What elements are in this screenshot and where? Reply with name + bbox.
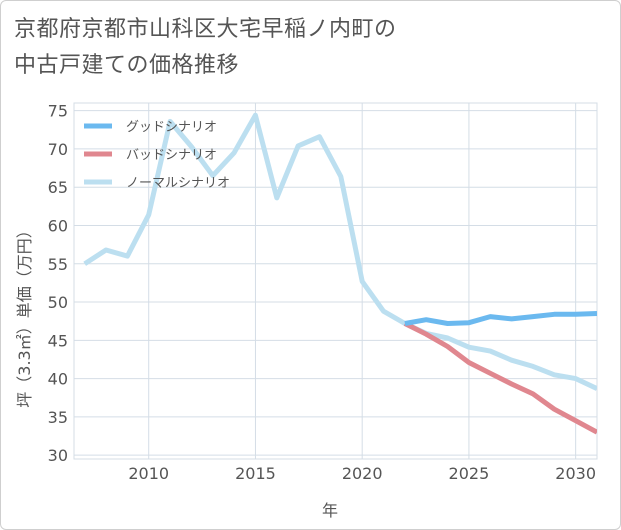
y-tick-label: 50 xyxy=(48,293,68,312)
legend-label-bad: バッドシナリオ xyxy=(126,148,217,163)
series-line-good xyxy=(404,311,597,326)
y-axis-label-box: 坪（3.3㎡）単価（万円） xyxy=(6,215,40,415)
series-line-normal xyxy=(83,112,597,391)
legend-label-normal: ノーマルシナリオ xyxy=(126,176,230,191)
y-tick-label: 45 xyxy=(48,331,68,350)
y-tick-label: 65 xyxy=(48,178,68,197)
x-tick-label: 2010 xyxy=(128,464,169,483)
y-tick-label: 70 xyxy=(48,140,68,159)
y-tick-label: 40 xyxy=(48,370,68,389)
x-tick-label: 2025 xyxy=(449,464,490,483)
chart-title-line-2: 中古戸建ての価格推移 xyxy=(14,53,240,78)
chart-title-line-1: 京都府京都市山科区大宅早稲ノ内町の xyxy=(14,17,397,42)
plot-area-frame xyxy=(73,102,598,460)
x-tick-label: 2020 xyxy=(342,464,383,483)
y-tick-label: 55 xyxy=(48,255,68,274)
chart-title: 京都府京都市山科区大宅早稲ノ内町の 中古戸建ての価格推移 xyxy=(14,12,574,84)
y-tick-label: 75 xyxy=(48,102,68,121)
legend-label-good: グッドシナリオ xyxy=(126,120,217,135)
y-tick-label: 30 xyxy=(48,446,68,465)
y-tick-label: 60 xyxy=(48,216,68,235)
x-axis-label: 年 xyxy=(321,501,338,520)
series-line-bad xyxy=(403,321,597,435)
y-axis-label: 坪（3.3㎡）単価（万円） xyxy=(15,222,34,408)
x-tick-label: 2030 xyxy=(555,464,596,483)
x-tick-label: 2015 xyxy=(235,464,276,483)
y-tick-label: 35 xyxy=(48,408,68,427)
